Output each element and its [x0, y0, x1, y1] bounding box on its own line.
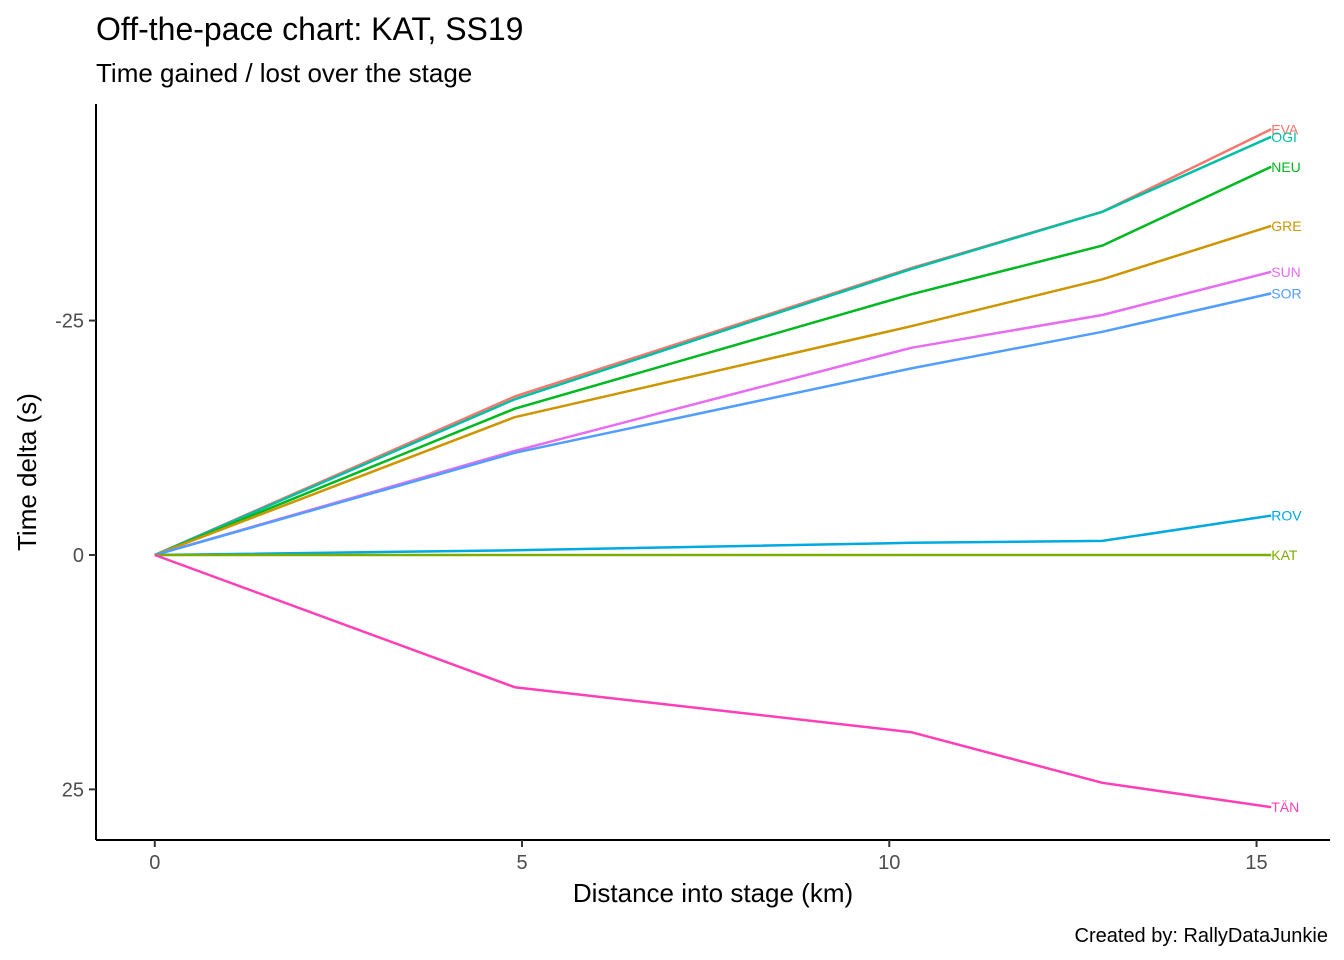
series-label-eva: EVA — [1271, 121, 1299, 137]
series-lines — [154, 128, 1272, 809]
chart-subtitle: Time gained / lost over the stage — [96, 58, 472, 88]
x-tick-label: 15 — [1245, 852, 1267, 874]
series-line-rov — [154, 514, 1272, 557]
chart-caption: Created by: RallyDataJunkie — [1075, 925, 1328, 947]
series-label-gre: GRE — [1271, 218, 1301, 234]
x-tick-label: 5 — [516, 852, 527, 874]
x-ticks: 0 5 10 15 — [149, 840, 1268, 874]
series-label-ogi: OGI — [1271, 129, 1297, 145]
series-label-kat: KAT — [1271, 547, 1298, 563]
series-line-sun — [154, 270, 1272, 557]
series-line-gre — [154, 224, 1272, 557]
axes — [95, 104, 1330, 841]
series-label-rov: ROV — [1271, 508, 1302, 524]
x-axis-title: Distance into stage (km) — [573, 878, 853, 908]
series-line-ogi — [154, 135, 1272, 557]
series-label-sor: SOR — [1271, 285, 1301, 301]
x-tick-label: 10 — [878, 852, 900, 874]
series-label-neu: NEU — [1271, 159, 1301, 175]
series-label-sun: SUN — [1271, 264, 1301, 280]
x-tick-label: 0 — [149, 852, 160, 874]
series-line-tän — [154, 553, 1272, 809]
y-tick-label: -25 — [55, 311, 84, 333]
y-ticks: -25 0 25 — [55, 311, 96, 801]
y-tick-label: 0 — [73, 545, 84, 567]
y-axis-title: Time delta (s) — [12, 393, 42, 551]
series-line-neu — [154, 165, 1272, 557]
chart-title: Off-the-pace chart: KAT, SS19 — [96, 11, 523, 47]
series-line-sor — [154, 292, 1272, 557]
y-tick-label: 25 — [62, 779, 84, 801]
series-label-tän: TÄN — [1271, 799, 1299, 815]
